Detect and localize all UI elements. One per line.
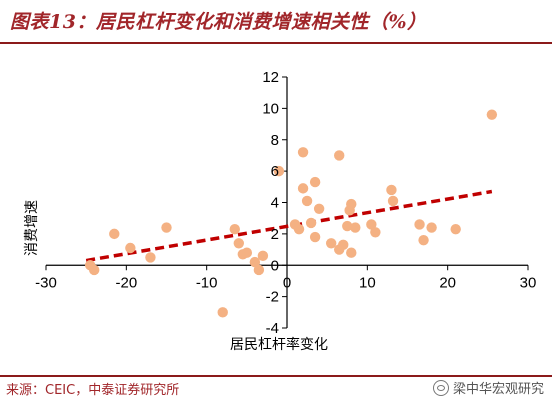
scatter-point [273, 165, 285, 177]
scatter-point [161, 222, 172, 233]
y-tick-label: 2 [271, 226, 279, 243]
wechat-icon [432, 379, 449, 396]
scatter-point [418, 234, 429, 246]
scatter-point [309, 231, 321, 243]
scatter-point [370, 227, 381, 238]
y-tick-label: 12 [262, 69, 279, 86]
scatter-point [313, 203, 325, 214]
scatter-point [293, 223, 305, 235]
scatter-point [426, 222, 437, 233]
y-tick-label: 8 [271, 132, 279, 149]
watermark: 梁中华宏观研究 [432, 378, 544, 397]
x-tick-label: -30 [35, 274, 57, 291]
x-tick-label: -20 [115, 274, 137, 291]
scatter-point [325, 238, 337, 249]
scatter-point [486, 109, 498, 120]
scatter-point [249, 256, 261, 268]
scatter-point [366, 219, 377, 230]
scatter-point [346, 247, 357, 258]
scatter-point [350, 222, 361, 233]
watermark-text: 梁中华宏观研究 [452, 382, 544, 397]
scatter-point [346, 198, 357, 210]
scatter-point [386, 184, 397, 196]
y-tick-label: 6 [271, 163, 279, 180]
y-tick-label: -2 [266, 289, 279, 306]
x-axis-label: 居民杠杆率变化 [230, 336, 328, 353]
x-tick-label: 20 [439, 274, 456, 291]
figure-title: 图表13：居民杠杆变化和消费增速相关性（%） [10, 11, 427, 33]
y-axis-label: 消费增速 [24, 200, 40, 256]
scatter-point [305, 217, 317, 229]
scatter-point [301, 195, 313, 207]
scatter-point [297, 147, 309, 158]
scatter-point [297, 183, 309, 194]
y-tick-label: 0 [271, 257, 279, 274]
scatter-point [109, 228, 120, 240]
scatter-point [450, 223, 461, 235]
y-tick-label: 4 [271, 195, 279, 212]
scatter-point [414, 219, 425, 230]
scatter-point [309, 176, 321, 188]
scatter-point [334, 150, 345, 161]
data-points [84, 109, 498, 318]
source-note: 来源：CEIC，中泰证券研究所 [6, 383, 180, 398]
y-tick-label: 10 [262, 100, 279, 117]
trendline-layer [85, 189, 493, 263]
scatter-point [257, 250, 269, 262]
scatter-point [125, 242, 136, 254]
title-bar: 图表13：居民杠杆变化和消费增速相关性（%） [0, 0, 552, 44]
scatter-point [233, 238, 244, 249]
x-tick-label: 10 [359, 274, 376, 291]
trendline [85, 189, 493, 263]
scatter-point [253, 264, 265, 276]
x-tick-label: 30 [520, 274, 537, 291]
scatter-point [145, 252, 156, 263]
scatter-point [89, 264, 100, 276]
scatter-point [338, 239, 349, 251]
axes [45, 76, 529, 329]
footer-divider [0, 375, 552, 377]
scatter-point [387, 195, 399, 207]
scatter-point [241, 247, 253, 258]
scatter-point [217, 307, 228, 318]
x-tick-label: 0 [283, 274, 291, 291]
scatter-point [342, 220, 353, 232]
x-tick-label: -10 [196, 274, 218, 291]
y-tick-label: -4 [266, 320, 279, 337]
scatter-point [229, 223, 240, 235]
